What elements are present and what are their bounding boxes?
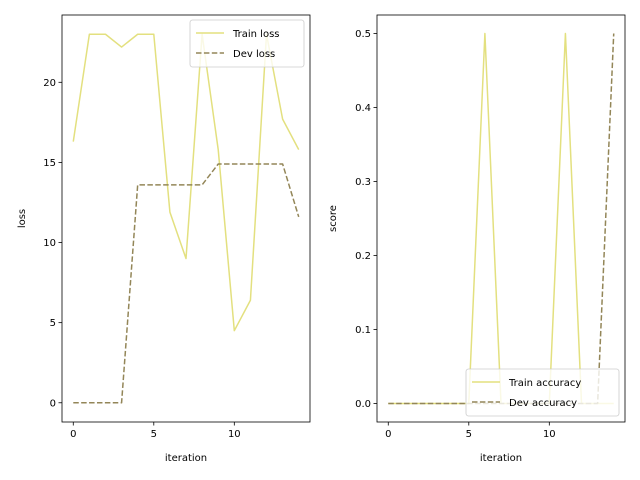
legend-label: Dev loss (233, 49, 275, 60)
x-tick-label: 0 (385, 429, 391, 440)
x-axis-label: iteration (165, 453, 207, 464)
y-tick-label: 5 (50, 318, 56, 329)
x-tick-label: 0 (70, 429, 76, 440)
chart-panel-1: 0 5 10 0 5 10 15 20 iteration loss Train loss Dev l… (17, 14, 311, 464)
series-line-2-2 (388, 33, 615, 405)
y-tick-label: 0.3 (355, 177, 371, 188)
plot-frame (61, 14, 311, 423)
y-tick-label: 20 (43, 78, 56, 89)
chart-panel-2: 0 5 10 0.0 0.1 0.2 0.3 0.4 0.5 iteration score Trai… (328, 14, 626, 464)
series-line-1-2 (73, 163, 300, 404)
x-tick-label: 5 (151, 429, 157, 440)
y-axis-label: loss (17, 209, 28, 228)
y-tick-label: 0.1 (355, 325, 371, 336)
legend-label: Train accuracy (508, 378, 581, 389)
y-tick-label: 0 (50, 398, 56, 409)
series-line-2-1 (388, 32, 614, 405)
legend-box (465, 368, 620, 417)
legend: Train loss Dev loss (189, 19, 305, 68)
y-tick-label: 0.2 (355, 251, 371, 262)
x-tick-label: 5 (466, 429, 472, 440)
x-tick-label: 10 (228, 429, 241, 440)
x-axis-label: iteration (480, 453, 522, 464)
legend-label: Train loss (232, 29, 280, 40)
y-tick-label: 0.4 (355, 103, 371, 114)
legend: Train accuracy Dev accuracy (465, 368, 620, 417)
y-tick-label: 10 (43, 238, 56, 249)
y-tick-label: 0.0 (355, 399, 371, 410)
y-axis-label: score (328, 205, 339, 232)
y-tick-label: 15 (43, 158, 56, 169)
series-line-1-1 (72, 33, 300, 332)
plot-frame (376, 14, 626, 423)
x-tick-label: 10 (543, 429, 556, 440)
legend-label: Dev accuracy (509, 398, 577, 409)
legend-box (189, 19, 305, 68)
y-tick-label: 0.5 (355, 29, 371, 40)
